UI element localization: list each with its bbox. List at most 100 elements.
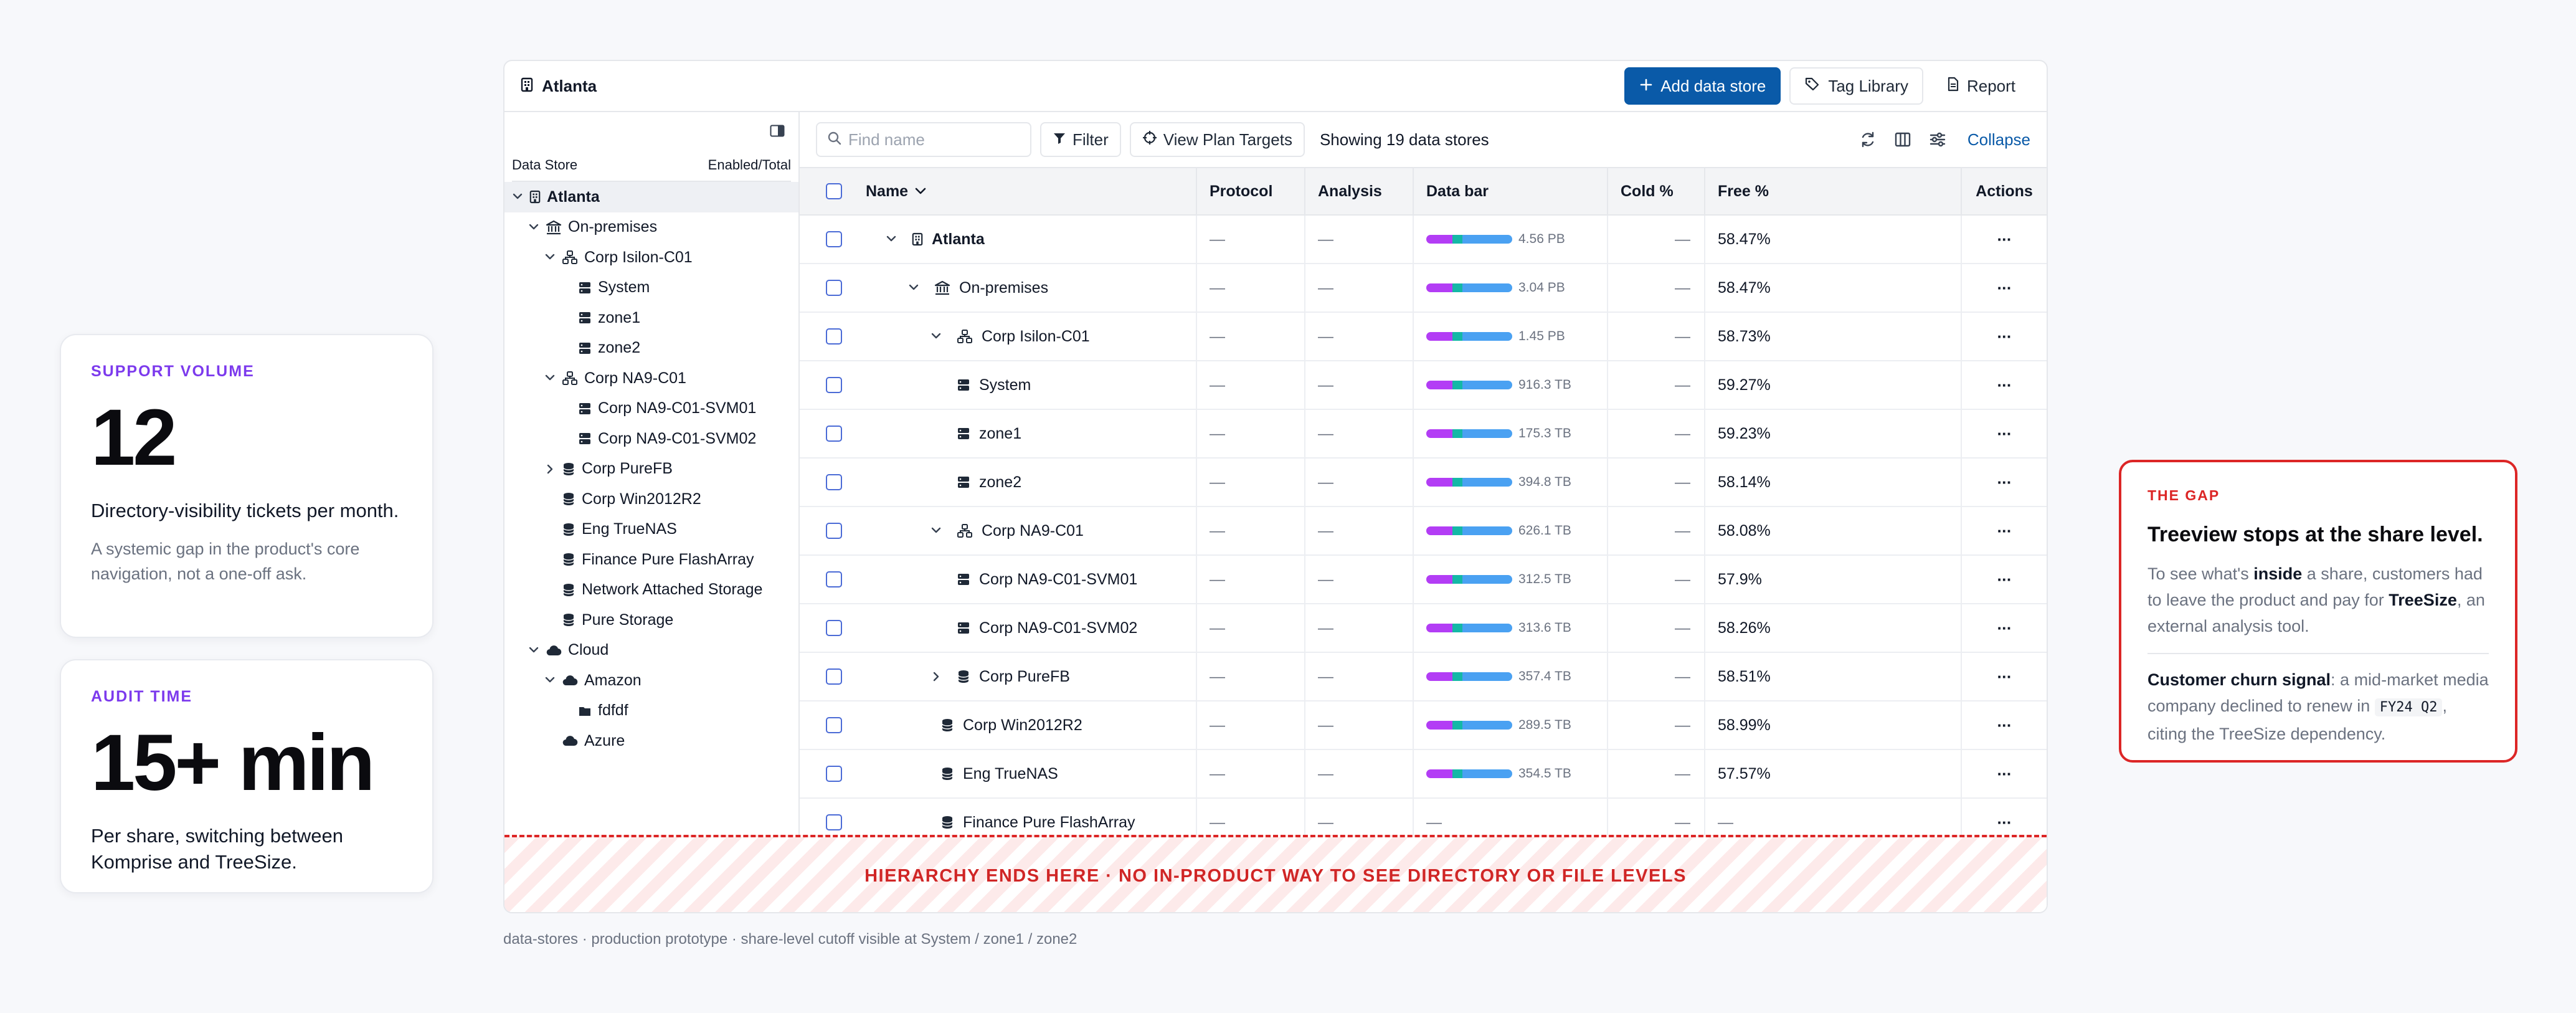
chevron-down-icon[interactable] bbox=[903, 283, 924, 292]
capacity-bar bbox=[1426, 526, 1512, 535]
collapse-link[interactable]: Collapse bbox=[1967, 130, 2030, 149]
chevron-down-icon[interactable] bbox=[524, 646, 543, 655]
tree-item[interactable]: Amazon bbox=[504, 665, 798, 696]
row-checkbox[interactable] bbox=[826, 231, 842, 247]
more-actions-icon[interactable]: ··· bbox=[1997, 278, 2012, 297]
tree-item[interactable]: zone1 bbox=[504, 303, 798, 333]
chevron-down-icon[interactable] bbox=[541, 676, 559, 685]
more-actions-icon[interactable]: ··· bbox=[1997, 375, 2012, 394]
chevron-down-icon[interactable] bbox=[524, 223, 543, 232]
row-checkbox[interactable] bbox=[826, 377, 842, 393]
chevron-down-icon[interactable] bbox=[926, 526, 947, 535]
tree-item[interactable]: Azure bbox=[504, 726, 798, 756]
table-row[interactable]: Corp NA9-C01-SVM01 — — 312.5 TB — 57.9% ··· bbox=[800, 556, 2047, 604]
bar-segment bbox=[1462, 526, 1512, 535]
chevron-right-icon[interactable] bbox=[926, 671, 947, 682]
row-checkbox[interactable] bbox=[826, 523, 842, 539]
columns-icon[interactable] bbox=[1894, 131, 1911, 148]
more-actions-icon[interactable]: ··· bbox=[1997, 569, 2012, 589]
tree-item[interactable]: Corp PureFB bbox=[504, 454, 798, 485]
chevron-down-icon[interactable] bbox=[881, 235, 902, 244]
tree-item[interactable]: Corp NA9-C01-SVM02 bbox=[504, 424, 798, 454]
tree-item[interactable]: Corp NA9-C01-SVM01 bbox=[504, 394, 798, 424]
search-input[interactable] bbox=[848, 130, 1016, 150]
tree-item[interactable]: Atlanta bbox=[504, 182, 798, 212]
empty-value: — bbox=[1318, 716, 1333, 734]
row-checkbox[interactable] bbox=[826, 668, 842, 685]
row-checkbox[interactable] bbox=[826, 766, 842, 782]
filter-button[interactable]: Filter bbox=[1040, 122, 1121, 157]
chevron-down-icon[interactable] bbox=[926, 332, 947, 341]
tree-item[interactable]: Network Attached Storage bbox=[504, 575, 798, 606]
tag-library-button[interactable]: Tag Library bbox=[1789, 67, 1923, 105]
tree-item[interactable]: Corp Isilon-C01 bbox=[504, 242, 798, 273]
tree-item[interactable]: Finance Pure FlashArray bbox=[504, 545, 798, 575]
chevron-down-icon[interactable] bbox=[541, 374, 559, 383]
table-row[interactable]: System — — 916.3 TB — 59.27% ··· bbox=[800, 361, 2047, 410]
chevron-down-icon bbox=[914, 187, 927, 196]
bar-segment bbox=[1426, 235, 1452, 244]
select-all-checkbox[interactable] bbox=[826, 183, 842, 199]
table-row[interactable]: On-premises — — 3.04 PB — 58.47% ··· bbox=[800, 264, 2047, 313]
more-actions-icon[interactable]: ··· bbox=[1997, 667, 2012, 686]
row-select-cell bbox=[800, 668, 868, 685]
table-row[interactable]: zone2 — — 394.8 TB — 58.14% ··· bbox=[800, 459, 2047, 507]
analysis-column-header[interactable]: Analysis bbox=[1305, 168, 1414, 214]
tree-item[interactable]: Eng TrueNAS bbox=[504, 515, 798, 545]
refresh-icon[interactable] bbox=[1859, 131, 1877, 148]
name-column-header[interactable]: Name bbox=[866, 168, 1197, 214]
protocol-column-header[interactable]: Protocol bbox=[1197, 168, 1305, 214]
more-actions-icon[interactable]: ··· bbox=[1997, 229, 2012, 249]
sliders-icon[interactable] bbox=[1929, 131, 1946, 148]
tree-item[interactable]: zone2 bbox=[504, 333, 798, 364]
more-actions-icon[interactable]: ··· bbox=[1997, 472, 2012, 492]
table-row[interactable]: Eng TrueNAS — — 354.5 TB — 57.57% ··· bbox=[800, 750, 2047, 799]
chevron-down-icon[interactable] bbox=[541, 253, 559, 262]
data-bar-column-header[interactable]: Data bar bbox=[1414, 168, 1608, 214]
server-icon bbox=[957, 573, 970, 586]
cold-cell: — bbox=[1608, 361, 1705, 409]
table-row[interactable]: Corp Isilon-C01 — — 1.45 PB — 58.73% ··· bbox=[800, 313, 2047, 361]
more-actions-icon[interactable]: ··· bbox=[1997, 618, 2012, 637]
row-checkbox[interactable] bbox=[826, 426, 842, 442]
tree-item[interactable]: System bbox=[504, 273, 798, 303]
row-checkbox[interactable] bbox=[826, 280, 842, 296]
row-checkbox[interactable] bbox=[826, 814, 842, 830]
table-row[interactable]: Corp NA9-C01-SVM02 — — 313.6 TB — 58.26% ··· bbox=[800, 604, 2047, 653]
table-row[interactable]: Corp Win2012R2 — — 289.5 TB — 58.99% ··· bbox=[800, 701, 2047, 750]
analysis-cell: — bbox=[1305, 410, 1414, 457]
table-row[interactable]: Atlanta — — 4.56 PB — 58.47% ··· bbox=[800, 216, 2047, 264]
cold-cell: — bbox=[1608, 653, 1705, 700]
row-checkbox[interactable] bbox=[826, 474, 842, 490]
more-actions-icon[interactable]: ··· bbox=[1997, 326, 2012, 346]
search-box[interactable] bbox=[816, 122, 1031, 157]
more-actions-icon[interactable]: ··· bbox=[1997, 812, 2012, 832]
row-checkbox[interactable] bbox=[826, 717, 842, 733]
more-actions-icon[interactable]: ··· bbox=[1997, 764, 2012, 783]
cold-column-header[interactable]: Cold % bbox=[1608, 168, 1705, 214]
tree-item[interactable]: Corp NA9-C01 bbox=[504, 363, 798, 394]
empty-value: — bbox=[1675, 230, 1690, 248]
report-button[interactable]: Report bbox=[1931, 67, 2030, 105]
row-checkbox[interactable] bbox=[826, 620, 842, 636]
free-column-header[interactable]: Free % bbox=[1705, 168, 1962, 214]
tree-item[interactable]: On-premises bbox=[504, 212, 798, 243]
add-data-store-button[interactable]: Add data store bbox=[1624, 67, 1781, 105]
tree-item[interactable]: Cloud bbox=[504, 635, 798, 666]
chevron-down-icon[interactable] bbox=[508, 193, 527, 201]
row-checkbox[interactable] bbox=[826, 328, 842, 345]
table-row[interactable]: Corp NA9-C01 — — 626.1 TB — 58.08% ··· bbox=[800, 507, 2047, 556]
more-actions-icon[interactable]: ··· bbox=[1997, 424, 2012, 443]
row-checkbox[interactable] bbox=[826, 571, 842, 587]
table-row[interactable]: Corp PureFB — — 357.4 TB — 58.51% ··· bbox=[800, 653, 2047, 701]
panel-toggle-icon[interactable] bbox=[770, 125, 785, 140]
table-row[interactable]: zone1 — — 175.3 TB — 59.23% ··· bbox=[800, 410, 2047, 459]
more-actions-icon[interactable]: ··· bbox=[1997, 521, 2012, 540]
tree-item[interactable]: Corp Win2012R2 bbox=[504, 484, 798, 515]
view-plan-targets-button[interactable]: View Plan Targets bbox=[1129, 122, 1305, 157]
actions-cell: ··· bbox=[1962, 750, 2047, 797]
chevron-right-icon[interactable] bbox=[541, 464, 559, 475]
tree-item[interactable]: Pure Storage bbox=[504, 605, 798, 635]
more-actions-icon[interactable]: ··· bbox=[1997, 715, 2012, 735]
tree-item[interactable]: fdfdf bbox=[504, 696, 798, 726]
